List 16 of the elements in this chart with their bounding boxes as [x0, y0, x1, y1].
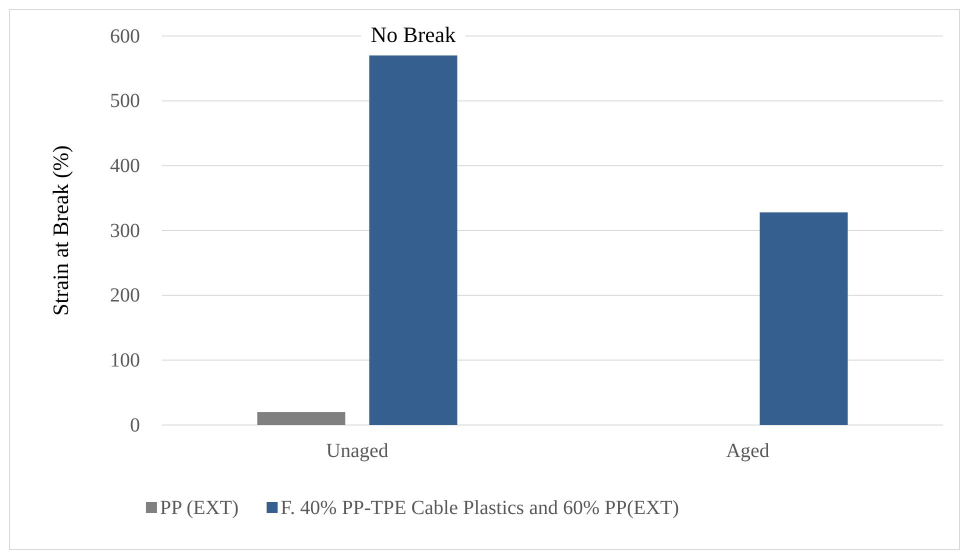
y-tick-label: 100: [110, 350, 140, 372]
y-tick-label: 600: [110, 25, 140, 48]
x-tick-label: Aged: [726, 440, 770, 462]
bar: [369, 55, 458, 425]
y-tick-label: 300: [110, 220, 140, 242]
bar: [760, 212, 848, 425]
x-tick-label: Unaged: [326, 440, 388, 462]
y-tick-label: 500: [110, 90, 140, 112]
y-tick-label: 0: [130, 414, 140, 436]
y-axis-title: Strain at Break (%): [48, 145, 73, 316]
y-tick-label: 200: [110, 284, 140, 307]
bar: [257, 412, 346, 425]
legend-label: PP (EXT): [160, 497, 239, 519]
legend-label: F. 40% PP-TPE Cable Plastics and 60% PP(EXT): [280, 497, 680, 519]
annotation: No Break: [370, 22, 456, 47]
y-tick-label: 400: [110, 155, 140, 178]
